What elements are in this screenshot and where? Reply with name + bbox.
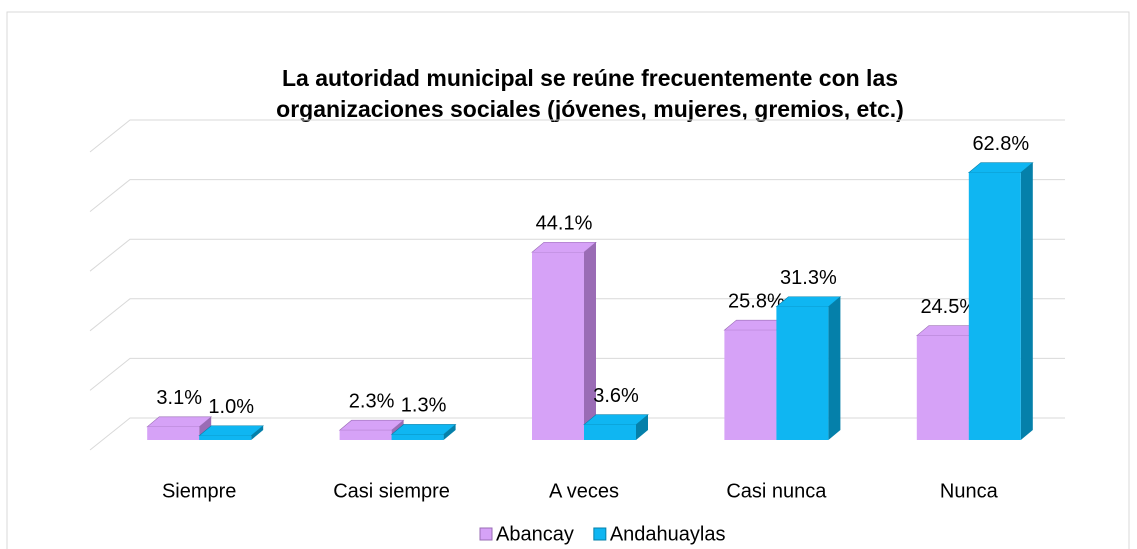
data-label: 62.8%: [972, 133, 1029, 155]
data-label: 1.0%: [208, 396, 254, 418]
bar: [391, 434, 444, 440]
data-label: 44.1%: [536, 213, 593, 235]
bar: [916, 335, 969, 440]
bar: [584, 424, 636, 440]
grid-line: [89, 179, 1065, 212]
legend-swatch: [479, 527, 493, 541]
bar: [724, 330, 777, 440]
bar: [199, 435, 252, 440]
bar: [532, 252, 584, 440]
x-tick-label: Siempre: [162, 480, 236, 502]
chart-title: organizaciones sociales (jóvenes, mujere…: [276, 96, 904, 122]
x-tick-label: Casi nunca: [726, 480, 827, 502]
bar: [339, 430, 392, 440]
data-label: 25.8%: [728, 290, 785, 312]
legend-label: Andahuaylas: [610, 523, 726, 545]
x-tick-label: A veces: [549, 480, 619, 502]
data-label: 3.6%: [593, 385, 639, 407]
data-label: 3.1%: [156, 387, 202, 409]
grid-line: [89, 298, 1065, 332]
x-tick-label: Casi siempre: [333, 480, 450, 502]
data-label: 31.3%: [780, 267, 837, 289]
bar-side: [1020, 162, 1033, 440]
data-label: 2.3%: [349, 390, 395, 412]
data-label: 1.3%: [401, 395, 447, 417]
legend-swatch: [593, 527, 607, 541]
bar-side: [251, 425, 264, 440]
bar: [776, 306, 829, 440]
bar-side: [636, 414, 648, 440]
bar-side: [584, 242, 596, 440]
chart-title: La autoridad municipal se reúne frecuent…: [282, 65, 898, 91]
x-tick-label: Nunca: [940, 480, 999, 502]
data-label: 24.5%: [920, 296, 977, 318]
grid-line: [89, 119, 1065, 153]
bar: [147, 426, 200, 440]
bar: [968, 172, 1021, 440]
legend-label: Abancay: [496, 523, 574, 545]
grid-line: [89, 238, 1065, 272]
bar-side: [828, 296, 841, 440]
bar-side: [443, 424, 456, 440]
